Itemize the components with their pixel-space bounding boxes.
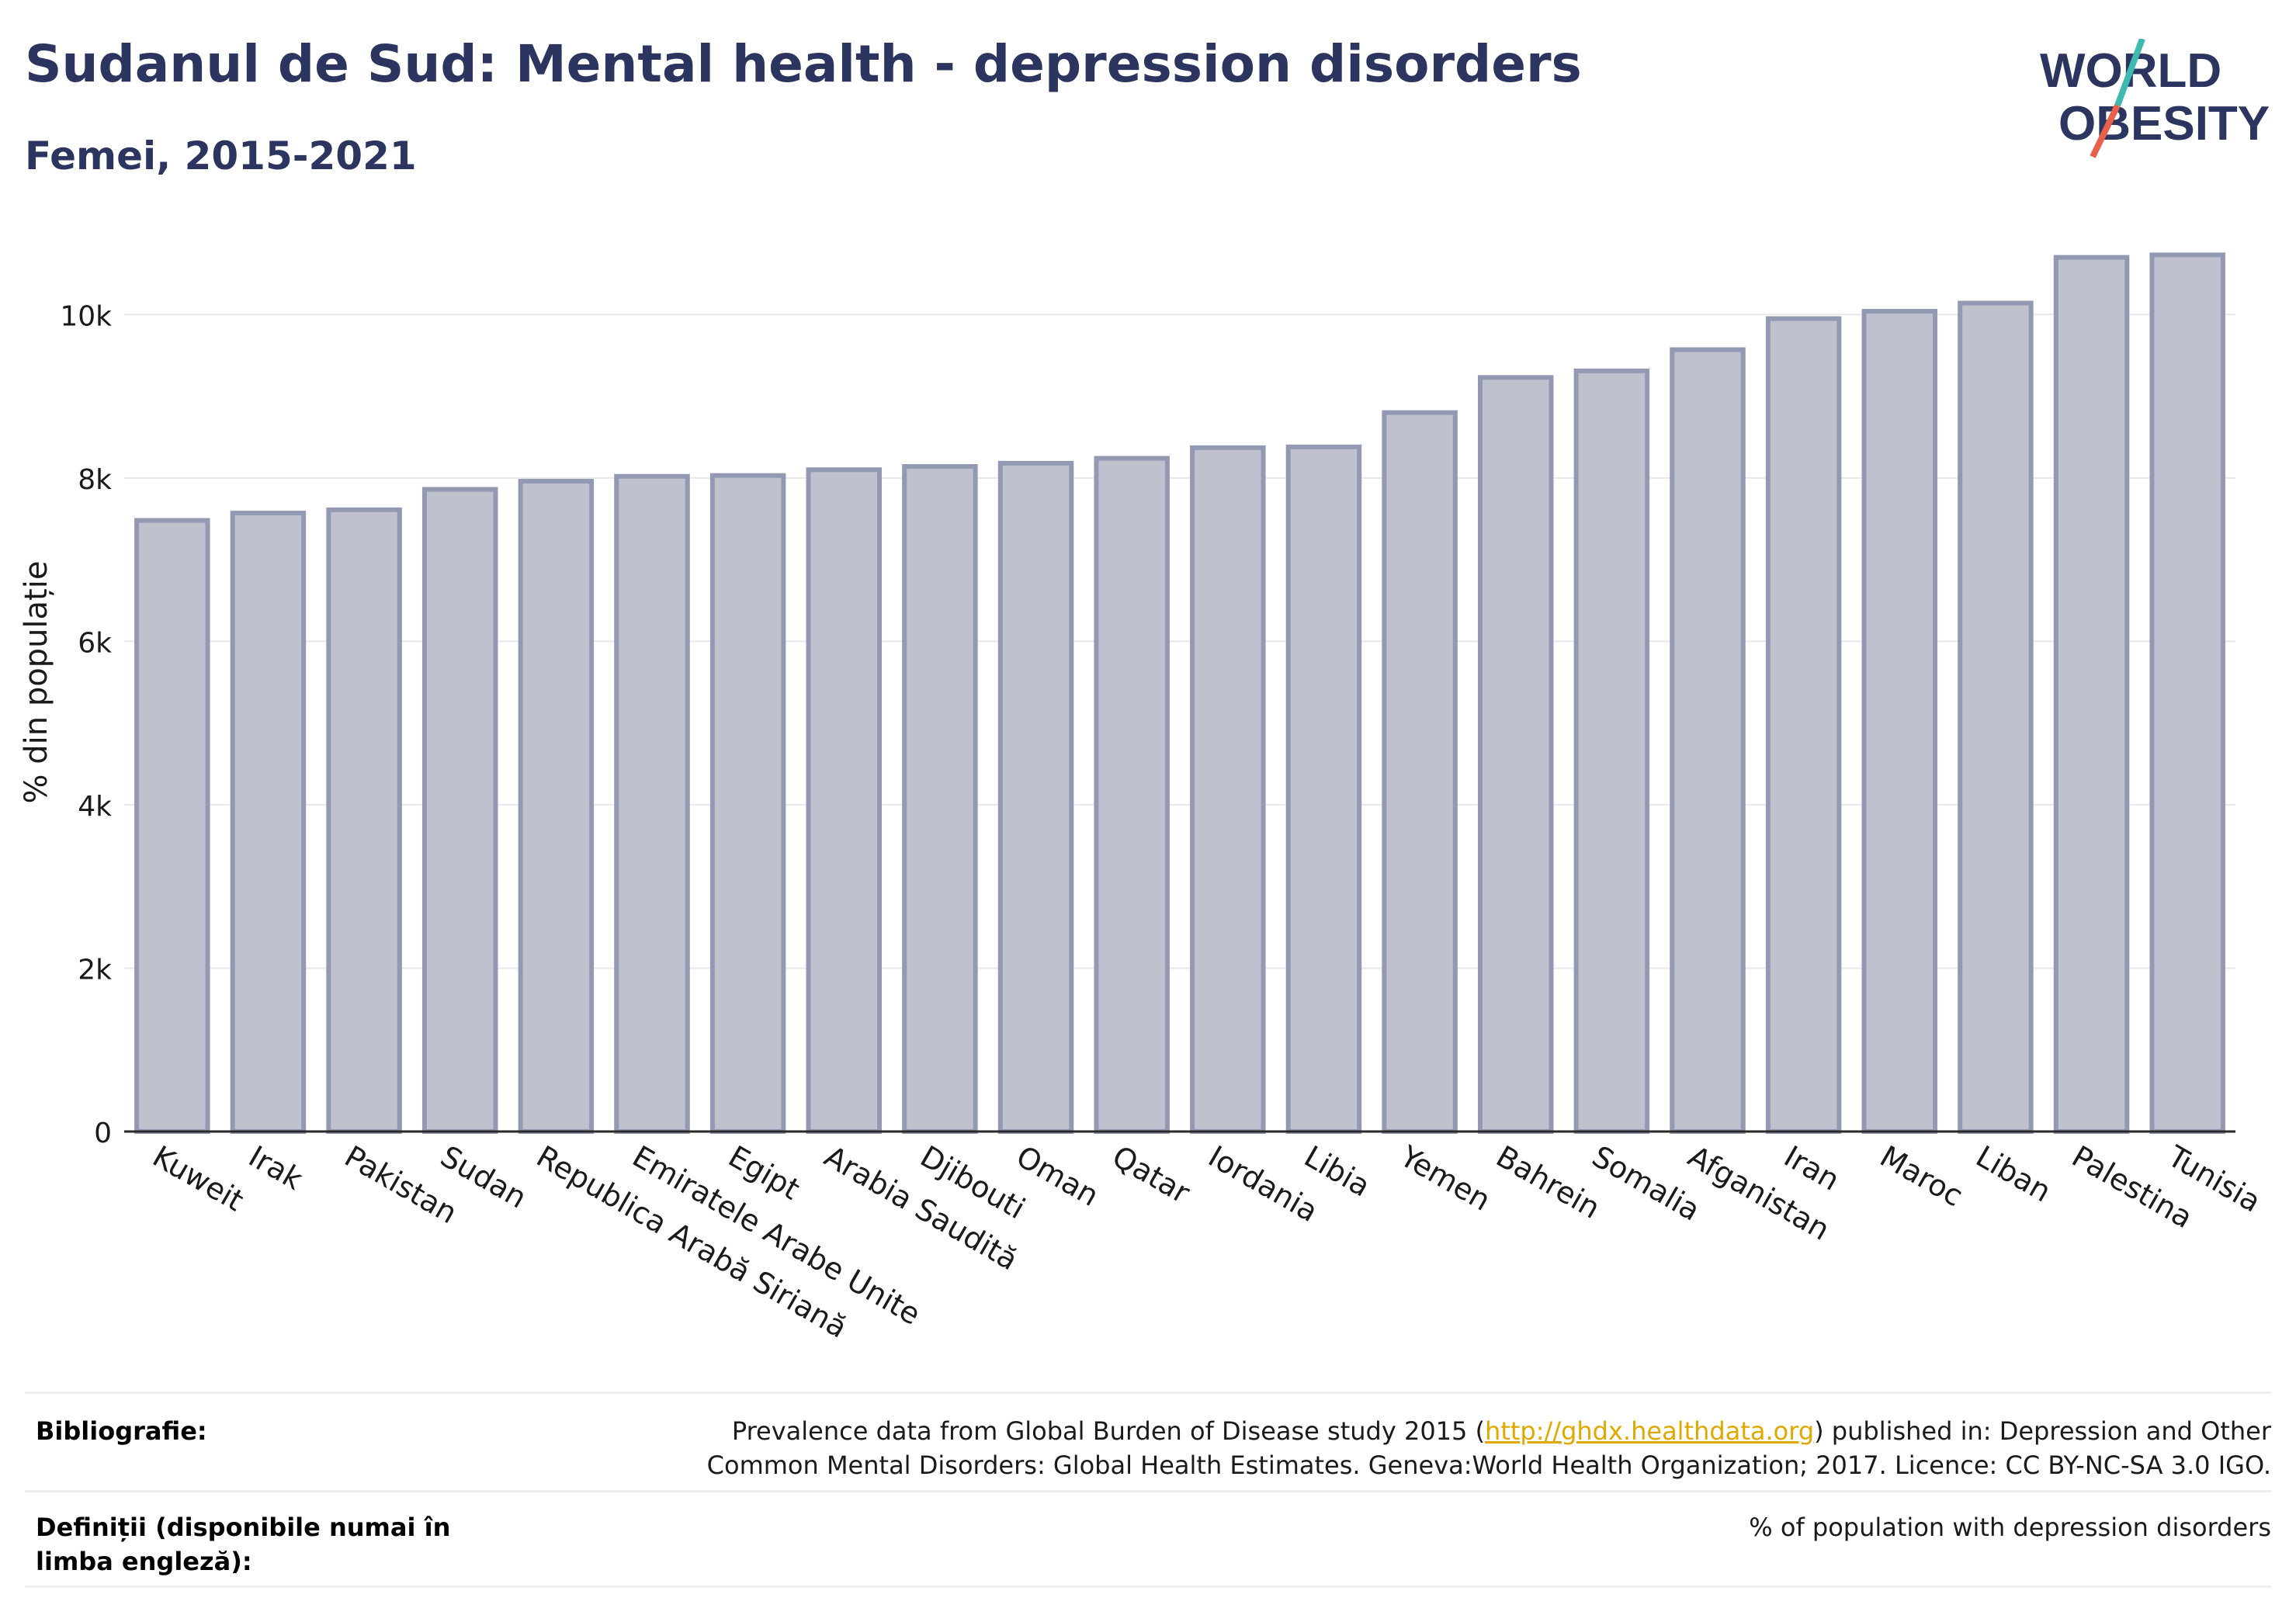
logo-text-obesity: OBESITY (2058, 97, 2270, 151)
bar (614, 473, 690, 1134)
x-tick-label: Iran (1778, 1139, 1845, 1197)
definitions-text: % of population with depression disorder… (1749, 1513, 2271, 1542)
bar (1670, 347, 1746, 1135)
bar (1285, 444, 1362, 1134)
x-tick-label: Somalia (1587, 1139, 1706, 1228)
bar (1573, 368, 1650, 1135)
x-tick-label: Iordania (1202, 1139, 1323, 1229)
bar (709, 473, 786, 1134)
x-tick-label: Yemen (1394, 1139, 1497, 1218)
bibliography-text: Prevalence data from Global Burden of Di… (641, 1414, 2271, 1482)
y-tick-label: 8k (78, 464, 112, 496)
bar (1094, 456, 1170, 1134)
x-tick-label: Irak (243, 1139, 308, 1197)
bibliography-text-pre: Prevalence data from Global Burden of Di… (731, 1416, 1486, 1446)
bibliography-text-post: ) published in: Depression and Other Com… (706, 1416, 2271, 1480)
bar (1382, 410, 1458, 1134)
y-tick-label: 10k (60, 300, 112, 332)
footer-divider-top (25, 1392, 2271, 1394)
bibliography-link[interactable]: http://ghdx.healthdata.org (1485, 1416, 1815, 1446)
bar (518, 479, 595, 1134)
bar (997, 460, 1074, 1134)
chart-title: Sudanul de Sud: Mental health - depressi… (25, 34, 1582, 94)
bar (2149, 252, 2225, 1135)
x-tick-label: Bahrein (1490, 1139, 1606, 1225)
definitions-label: Definiții (disponibile numai în limba en… (36, 1513, 451, 1576)
bars (134, 252, 2225, 1135)
bar (1765, 316, 1842, 1134)
footer-divider-bottom (25, 1586, 2271, 1588)
y-tick-label: 4k (78, 791, 112, 823)
bar (2053, 255, 2130, 1135)
bar (230, 511, 307, 1134)
y-tick-labels: 0 2k 4k 6k 8k 10k (60, 300, 112, 1149)
y-tick-label: 0 (94, 1118, 112, 1149)
y-tick-label: 6k (78, 627, 112, 659)
bar (1190, 445, 1266, 1134)
world-obesity-logo: WORLD OBESITY (2040, 39, 2270, 158)
bar (1958, 300, 2034, 1134)
x-tick-label: Kuweit (147, 1139, 249, 1218)
y-axis-label: % din populație (19, 561, 54, 804)
bar (902, 464, 978, 1134)
bar (134, 518, 210, 1134)
logo-slash-top (2114, 39, 2145, 107)
bar (326, 507, 402, 1134)
bar (806, 467, 883, 1134)
logo-slash-bottom (2090, 104, 2121, 158)
bar (421, 487, 498, 1134)
y-tick-label: 2k (78, 954, 112, 986)
chart-subtitle: Femei, 2015-2021 (25, 133, 417, 178)
x-tick-label: Maroc (1875, 1139, 1969, 1214)
footer-divider-middle (25, 1490, 2271, 1492)
bar (1861, 309, 1938, 1135)
x-tick-label: Liban (1970, 1139, 2056, 1209)
bibliography-label: Bibliografie: (36, 1416, 207, 1446)
bar (1477, 375, 1554, 1135)
x-tick-label: Qatar (1107, 1139, 1196, 1211)
